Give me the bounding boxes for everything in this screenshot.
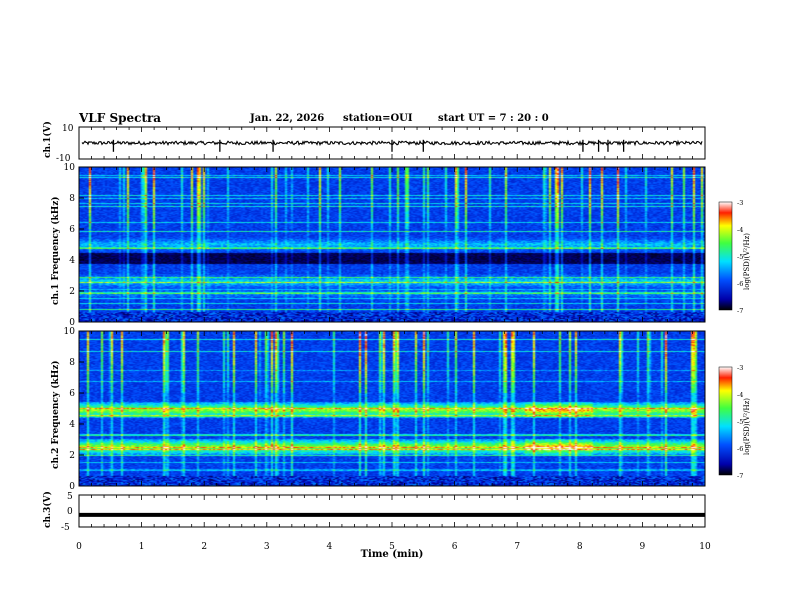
colorbar-tick-label: -3 xyxy=(737,364,743,372)
x-tick-label: 8 xyxy=(577,542,583,552)
spec-ytick-label: 2 xyxy=(69,287,75,297)
date-label: Jan. 22, 2026 xyxy=(250,113,325,124)
chart-title: VLF Spectra xyxy=(79,111,162,125)
spec-ytick-label: 0 xyxy=(69,318,75,328)
ch3-ylabel: ch.3(V) xyxy=(42,491,53,528)
x-tick-label: 10 xyxy=(699,542,711,552)
ch3-ytick-mid: 0 xyxy=(67,507,73,517)
spec-ytick-label: 8 xyxy=(69,358,75,368)
x-axis-label: Time (min) xyxy=(361,549,424,560)
ch1-ytick-bottom: -10 xyxy=(56,154,71,164)
ch1-ylabel: ch.1(V) xyxy=(42,121,53,158)
colorbar-tick-label: -4 xyxy=(737,226,743,234)
spec-ytick-label: 0 xyxy=(69,482,75,492)
ch3-panel: 5 0 -5 ch.3(V) xyxy=(42,491,706,533)
spec-ytick-label: 8 xyxy=(69,194,75,204)
spec-ytick-label: 10 xyxy=(64,327,76,337)
colorbar-tick-label: -3 xyxy=(737,199,743,207)
x-tick-label: 2 xyxy=(201,542,207,552)
ch1-spec-ylabel: ch.1 Frequency (kHz) xyxy=(50,196,61,305)
ch3-ytick-top: 5 xyxy=(67,492,73,502)
colorbar-tick-label: -6 xyxy=(737,445,743,453)
x-tick-label: 9 xyxy=(640,542,646,552)
ch1-spectrogram-image xyxy=(79,167,705,322)
start-time-label: start UT = 7 : 20 : 0 xyxy=(438,113,549,124)
ch1-ytick-top: 10 xyxy=(62,124,74,134)
colorbar-tick-label: -5 xyxy=(737,418,743,426)
ch2-colorbar xyxy=(718,366,733,476)
colorbar-tick-label: -5 xyxy=(737,253,743,261)
x-tick-label: 3 xyxy=(264,542,270,552)
spec-ytick-label: 6 xyxy=(69,389,75,399)
ch2-spec-ylabel: ch.2 Frequency (kHz) xyxy=(50,360,61,469)
x-tick-label: 6 xyxy=(452,542,458,552)
x-tick-label: 0 xyxy=(76,542,82,552)
x-tick-label: 5 xyxy=(389,542,395,552)
station-label: station=OUI xyxy=(343,113,413,124)
ch1-colorbar xyxy=(718,201,733,311)
spec-ytick-label: 10 xyxy=(64,163,76,173)
ch1-colorbar-label: log(PSD)(V²/Hz) xyxy=(743,233,751,290)
x-tick-label: 1 xyxy=(139,542,145,552)
ch1-panel: 10 -10 ch.1(V) xyxy=(42,121,706,164)
ch2-spectrogram-image xyxy=(79,331,705,486)
colorbar-tick-label: -4 xyxy=(737,391,743,399)
ch2-colorbar-label: log(PSD)(V²/Hz) xyxy=(743,398,751,455)
spec-ytick-label: 6 xyxy=(69,225,75,235)
colorbar-tick-label: -7 xyxy=(737,472,743,480)
spec-ytick-label: 2 xyxy=(69,451,75,461)
spec-ytick-label: 4 xyxy=(69,256,75,266)
colorbar-tick-label: -6 xyxy=(737,280,743,288)
colorbar-tick-label: -7 xyxy=(737,307,743,315)
x-tick-label: 7 xyxy=(514,542,520,552)
x-tick-label: 4 xyxy=(327,542,333,552)
spec-ytick-label: 4 xyxy=(69,420,75,430)
ch3-ytick-bottom: -5 xyxy=(61,523,70,533)
